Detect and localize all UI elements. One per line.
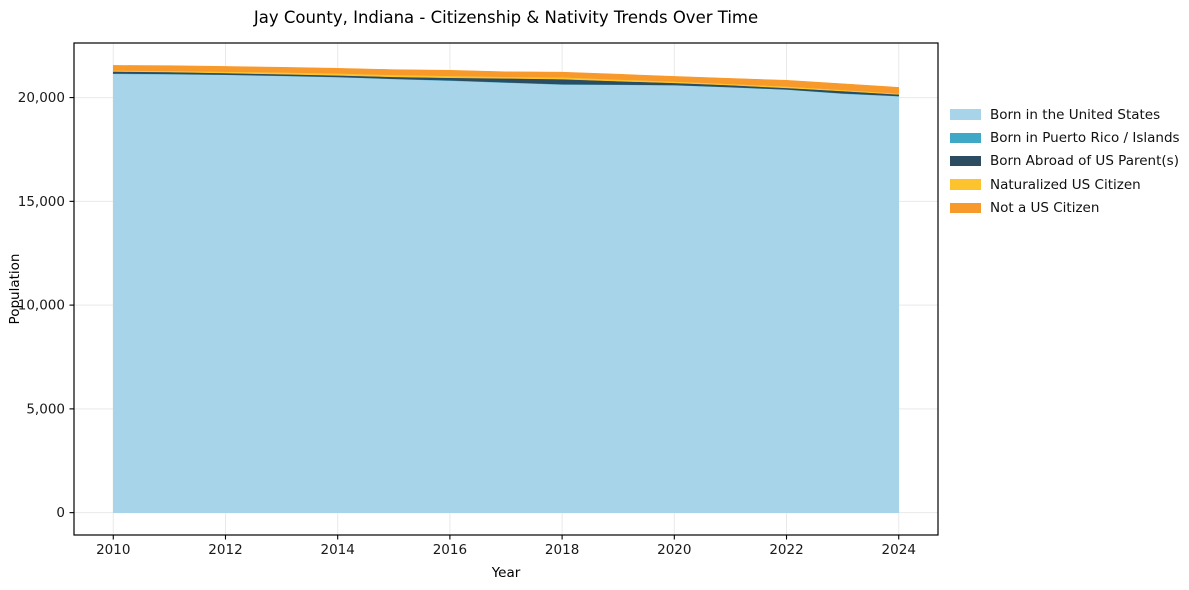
- legend-item-born-in-puerto-rico-islands: Born in Puerto Rico / Islands: [950, 126, 1180, 149]
- legend-label: Not a US Citizen: [990, 199, 1100, 216]
- y-tick-label: 20,000: [18, 90, 65, 106]
- legend-swatch: [950, 155, 981, 167]
- legend-label: Born in the United States: [990, 106, 1161, 123]
- legend: Born in the United States Born in Puerto …: [950, 103, 1180, 219]
- x-tick-label: 2020: [657, 542, 691, 558]
- y-tick-label: 15,000: [18, 194, 65, 210]
- legend-swatch: [950, 179, 981, 190]
- legend-swatch: [950, 202, 981, 214]
- y-tick-label: 5,000: [26, 401, 65, 417]
- axes-frame: [73, 42, 939, 536]
- legend-item-born-abroad-of-us-parent-s-: Born Abroad of US Parent(s): [950, 150, 1180, 173]
- area-not-a-us-citizen: [112, 65, 900, 94]
- legend-label: Naturalized US Citizen: [990, 176, 1141, 193]
- legend-label: Born in Puerto Rico / Islands: [990, 129, 1180, 146]
- chart-title: Jay County, Indiana - Citizenship & Nati…: [253, 8, 759, 27]
- x-axis-label: Year: [491, 565, 521, 581]
- legend-item-naturalized-us-citizen: Naturalized US Citizen: [950, 173, 1180, 196]
- area-born-in-the-united-states: [112, 73, 900, 513]
- legend-label: Born Abroad of US Parent(s): [990, 153, 1179, 170]
- x-tick-label: 2010: [96, 542, 130, 558]
- x-tick-label: 2022: [769, 542, 803, 558]
- legend-item-not-a-us-citizen: Not a US Citizen: [950, 196, 1180, 219]
- x-tick-label: 2024: [882, 542, 916, 558]
- x-tick-label: 2012: [208, 542, 242, 558]
- y-tick-label: 0: [56, 505, 65, 521]
- legend-item-born-in-the-united-states: Born in the United States: [950, 103, 1180, 126]
- x-tick-label: 2014: [321, 542, 355, 558]
- legend-swatch: [950, 109, 981, 120]
- legend-swatch: [950, 132, 981, 144]
- x-tick-label: 2018: [545, 542, 579, 558]
- x-tick-label: 2016: [433, 542, 467, 558]
- y-tick-label: 10,000: [18, 298, 65, 314]
